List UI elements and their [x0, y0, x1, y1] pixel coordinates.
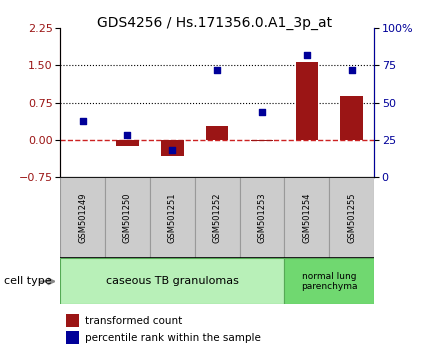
Bar [240, 177, 284, 258]
Bar [161, 140, 184, 156]
Bar [284, 177, 329, 258]
Bar [60, 258, 284, 304]
Bar [206, 126, 228, 140]
Text: cell type: cell type [4, 276, 52, 286]
Bar [60, 177, 105, 258]
Text: percentile rank within the sample: percentile rank within the sample [85, 333, 261, 343]
Text: GSM501249: GSM501249 [78, 193, 87, 243]
Text: GSM501250: GSM501250 [123, 193, 132, 243]
Text: GSM501255: GSM501255 [347, 193, 356, 243]
Point [348, 67, 355, 73]
Point [214, 67, 221, 73]
Bar [341, 96, 363, 140]
Text: transformed count: transformed count [85, 316, 183, 326]
Bar [195, 177, 240, 258]
Bar [105, 177, 150, 258]
Bar [329, 177, 374, 258]
Text: GDS4256 / Hs.171356.0.A1_3p_at: GDS4256 / Hs.171356.0.A1_3p_at [98, 16, 332, 30]
Text: normal lung
parenchyma: normal lung parenchyma [301, 272, 357, 291]
Text: GSM501254: GSM501254 [302, 193, 311, 243]
Point [169, 147, 176, 153]
Bar [116, 140, 138, 146]
Text: caseous TB granulomas: caseous TB granulomas [106, 276, 239, 286]
Point [304, 52, 310, 58]
Text: GSM501253: GSM501253 [258, 192, 267, 243]
Bar [67, 314, 79, 327]
Point [124, 132, 131, 138]
Point [258, 109, 265, 114]
Bar [284, 258, 374, 304]
Bar [251, 140, 273, 141]
Point [79, 118, 86, 123]
Text: GSM501251: GSM501251 [168, 193, 177, 243]
Bar [67, 331, 79, 344]
Text: GSM501252: GSM501252 [213, 193, 221, 243]
Bar [150, 177, 195, 258]
Bar [296, 62, 318, 140]
